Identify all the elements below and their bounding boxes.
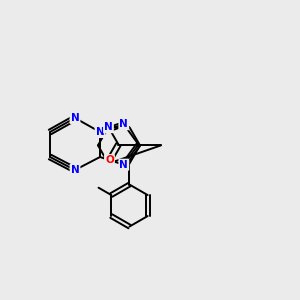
Text: N: N bbox=[96, 127, 104, 137]
Text: O: O bbox=[105, 155, 114, 165]
Text: N: N bbox=[70, 165, 80, 175]
Text: N: N bbox=[70, 113, 80, 123]
Text: N: N bbox=[119, 119, 128, 129]
Text: N: N bbox=[119, 160, 128, 170]
Text: N: N bbox=[104, 122, 113, 132]
